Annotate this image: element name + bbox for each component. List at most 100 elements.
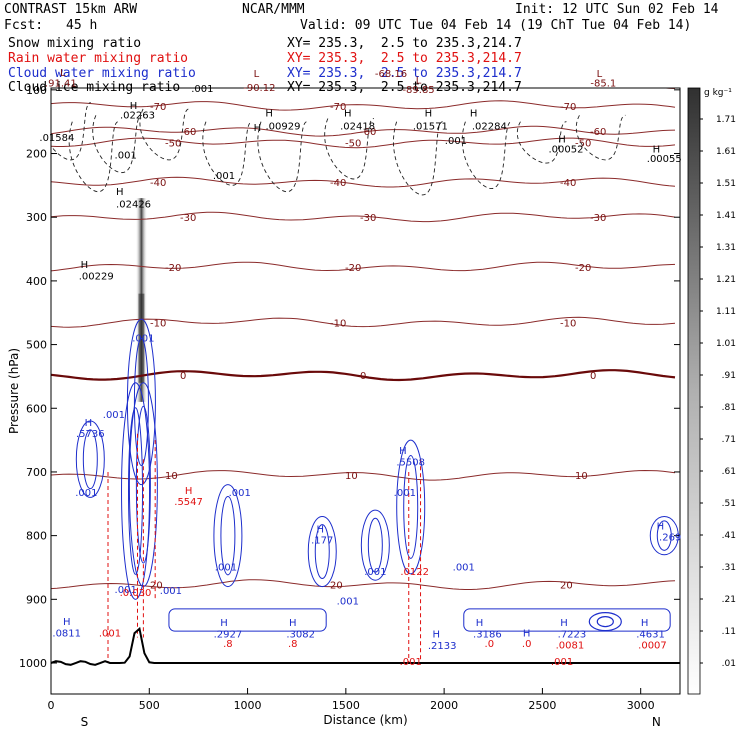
cloud-water-band <box>168 608 327 632</box>
contour-annotation: .02418 <box>340 121 375 132</box>
contour-annotation: H <box>558 135 566 146</box>
contour-annotation: .269 <box>659 533 681 544</box>
cloud-water-band <box>463 608 671 632</box>
contour-annotation: H <box>641 618 649 629</box>
contour-annotation: .0 <box>485 639 495 650</box>
contour-annotation: .4631 <box>636 630 665 641</box>
contour-annotation: .0 <box>522 639 532 650</box>
isotherm-label: -10 <box>330 318 346 329</box>
contour-annotation: -89.85 <box>402 85 434 96</box>
isotherm--70C <box>51 100 676 111</box>
contour-annotation: .001 <box>99 628 121 639</box>
y-tick-label: 900 <box>26 593 47 606</box>
contour-annotation: .001 <box>453 563 475 574</box>
isotherm-label: -20 <box>345 263 361 274</box>
contour-annotation: -68.16 <box>375 69 407 80</box>
isotherm-label: -30 <box>180 213 196 224</box>
colorbar-tick-label: 1.51 <box>716 179 736 189</box>
contour-annotation: -90.12 <box>243 83 275 94</box>
contour-annotation: .91.41 <box>45 79 77 90</box>
y-tick-label: 800 <box>26 530 47 543</box>
colorbar-tick-label: .41 <box>722 531 736 541</box>
x-tick-label: 3000 <box>627 699 655 712</box>
contour-annotation: .0.030 <box>120 588 152 599</box>
contour-annotation: .01584 <box>39 133 74 144</box>
contour-annotation: H <box>399 446 407 457</box>
contour-annotation: .001 <box>551 657 573 668</box>
contour-annotation: .001 <box>229 488 251 499</box>
cloud-water-contour <box>360 509 390 581</box>
contour-annotation: .001 <box>103 410 125 421</box>
contour-annotation: .0081 <box>556 640 585 651</box>
cloud-water-contour <box>75 420 105 498</box>
x-tick-label: 1000 <box>234 699 262 712</box>
colorbar-tick-label: 1.41 <box>716 211 736 221</box>
isotherm-label: 0 <box>360 371 366 382</box>
cloud-water-contour <box>82 429 98 490</box>
isotherm-label: -30 <box>590 213 606 224</box>
contour-annotation: .5736 <box>76 429 105 440</box>
colorbar-tick-label: .91 <box>722 371 736 381</box>
cloud-water-contour <box>135 405 151 564</box>
colorbar-tick-label: 1.21 <box>716 275 736 285</box>
isotherm-label: -80 <box>345 79 361 90</box>
isotherm-label: -60 <box>180 127 196 138</box>
y-axis-label: Pressure (hPa) <box>7 348 21 434</box>
contour-annotation: H <box>289 618 297 629</box>
cloud-water-contour <box>396 439 426 575</box>
cloud-ice-contour <box>257 121 308 193</box>
isotherm-label: -60 <box>360 127 376 138</box>
colorbar-tick-label: 1.71 <box>716 115 736 125</box>
y-tick-label: 1000 <box>19 657 47 670</box>
contour-annotation: -85.1 <box>590 79 616 90</box>
contour-annotation: .001 <box>160 586 182 597</box>
colorbar-tick-label: .01 <box>722 659 736 669</box>
contour-annotation: H <box>85 418 93 429</box>
contour-annotation: .3082 <box>286 630 315 641</box>
contour-annotation: L <box>597 69 603 80</box>
contour-annotation: H <box>63 617 71 628</box>
field-name-cloud-water: Cloud water mixing ratio <box>8 66 196 81</box>
contour-annotation: .8 <box>223 639 233 650</box>
cloud-water-contour <box>213 484 243 588</box>
contour-annotation: .02426 <box>116 200 151 211</box>
y-tick-label: 400 <box>26 275 47 288</box>
isotherm-label: -50 <box>345 139 361 150</box>
cloud-ice-contour <box>393 121 443 196</box>
cloud-water-contour <box>220 495 236 576</box>
isotherm--80C <box>659 88 676 89</box>
cloud-water-contour <box>314 524 330 579</box>
contour-annotation: .0122 <box>400 567 429 578</box>
colorbar-tick-label: .31 <box>722 563 736 573</box>
contour-annotation: L <box>254 69 260 80</box>
y-tick-label: 200 <box>26 148 47 161</box>
contour-annotation: H <box>265 109 273 120</box>
cloud-ice-contour <box>575 114 626 161</box>
cloud-ice-contour <box>461 121 512 190</box>
field-xy-snow: XY= 235.3, 2.5 to 235.3,214.7 <box>287 36 522 51</box>
cloud-ice-contour <box>324 118 375 180</box>
forecast-label: Fcst: <box>4 18 44 33</box>
contour-annotation: .8 <box>288 639 298 650</box>
cloud-water-contour <box>596 616 614 628</box>
colorbar <box>687 87 701 695</box>
isotherm-label: -10 <box>150 318 166 329</box>
colorbar-tick-label: .81 <box>722 403 736 413</box>
contour-annotation: .2133 <box>428 641 457 652</box>
contour-annotation: .0811 <box>52 628 81 639</box>
field-xy-rain: XY= 235.3, 2.5 to 235.3,214.7 <box>287 51 522 66</box>
y-tick-label: 700 <box>26 466 47 479</box>
isotherm-label: -20 <box>165 263 181 274</box>
colorbar-tick-label: 1.61 <box>716 147 736 157</box>
isotherm--10C <box>51 316 676 328</box>
contour-annotation: .001 <box>445 136 467 147</box>
colorbar-tick-label: .61 <box>722 467 736 477</box>
y-tick-label: 300 <box>26 211 47 224</box>
center-label: NCAR/MMM <box>242 2 305 17</box>
contour-annotation: H <box>220 618 228 629</box>
x-axis-end-label-right: N <box>652 715 661 729</box>
x-tick-label: 500 <box>139 699 160 712</box>
colorbar-tick-label: .21 <box>722 595 736 605</box>
contour-annotation: H <box>254 123 262 134</box>
